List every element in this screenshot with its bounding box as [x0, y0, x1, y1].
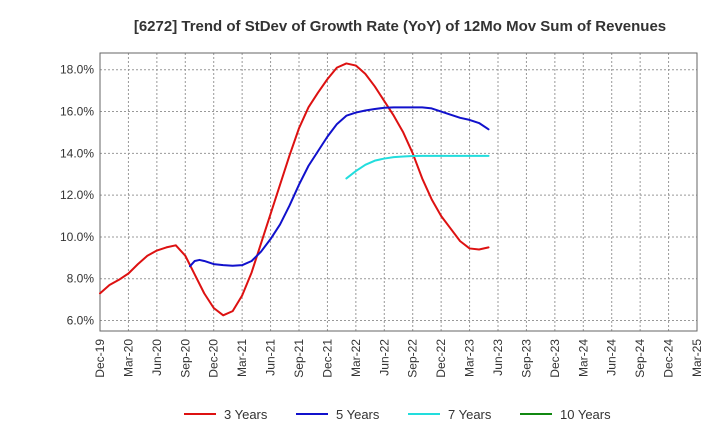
- x-tick-label: Mar-20: [121, 339, 135, 377]
- legend-label-3-years: 3 Years: [224, 407, 268, 422]
- y-tick-label: 6.0%: [67, 314, 95, 328]
- x-tick-label: Dec-20: [207, 339, 221, 378]
- x-tick-label: Jun-22: [377, 339, 391, 376]
- x-tick-label: Jun-24: [605, 339, 619, 376]
- y-tick-label: 8.0%: [67, 272, 95, 286]
- y-tick-label: 10.0%: [60, 230, 94, 244]
- series-line-7-years: [345, 154, 490, 180]
- y-tick-label: 18.0%: [60, 63, 94, 77]
- legend-label-5-years: 5 Years: [336, 407, 380, 422]
- x-tick-label: Jun-20: [150, 339, 164, 376]
- x-tick-label: Dec-19: [93, 339, 107, 378]
- x-tick-label: Dec-22: [434, 339, 448, 378]
- x-tick-label: Jun-21: [264, 339, 278, 376]
- plot-background: [100, 53, 697, 331]
- x-tick-label: Dec-24: [662, 339, 676, 378]
- x-tick-label: Sep-22: [406, 339, 420, 378]
- x-tick-label: Sep-21: [292, 339, 306, 378]
- y-tick-label: 16.0%: [60, 105, 94, 119]
- plot-area: Dec-19 Mar-20 Jun-20 Sep-20 Dec-20 Mar-21 Jun-…: [60, 52, 704, 378]
- legend: 3 Years 5 Years 7 Years 10 Years: [184, 407, 611, 422]
- x-tick-label: Sep-24: [633, 339, 647, 378]
- chart-title: [6272] Trend of StDev of Growth Rate (Yo…: [134, 18, 666, 35]
- y-tick-label: 14.0%: [60, 146, 94, 160]
- x-tick-label: Sep-20: [178, 339, 192, 378]
- y-tick-label: 12.0%: [60, 188, 94, 202]
- x-tick-label: Mar-24: [576, 339, 590, 377]
- x-tick-label: Mar-23: [463, 339, 477, 377]
- x-tick-label: Mar-25: [690, 339, 704, 377]
- series-line-3-years: [99, 62, 490, 317]
- series-line-5-years: [189, 106, 490, 268]
- x-tick-label: Sep-23: [519, 339, 533, 378]
- x-tick-label: Mar-22: [349, 339, 363, 377]
- legend-label-10-years: 10 Years: [560, 407, 611, 422]
- legend-label-7-years: 7 Years: [448, 407, 492, 422]
- x-tick-label: Dec-21: [320, 339, 334, 378]
- x-tick-label: Dec-23: [548, 339, 562, 378]
- plot-border: [99, 52, 698, 332]
- x-tick-label: Mar-21: [235, 339, 249, 377]
- x-tick-label: Jun-23: [491, 339, 505, 376]
